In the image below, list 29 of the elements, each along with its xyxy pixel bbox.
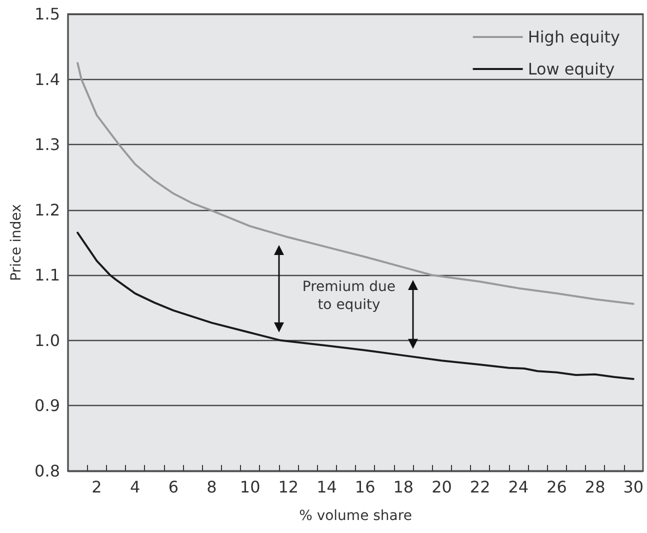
x-tick-label: 24 [508,478,529,496]
x-tick-label: 14 [316,478,337,496]
x-tick-label: 16 [354,478,376,496]
x-tick-label: 22 [470,478,490,496]
line-series [76,232,634,380]
y-tick-label: 1.4 [34,70,60,89]
x-tick-label: 12 [278,478,299,496]
y-tick-label: 1.3 [34,135,60,154]
y-tick-label: 1.2 [34,200,60,220]
legend-label: Low equity [528,60,615,78]
legend-label: High equity [528,28,620,46]
x-tick-label: 26 [546,478,567,496]
x-tick-label: 18 [393,478,414,496]
y-tick-label: 1.1 [34,266,60,285]
x-tick-label: 28 [584,478,606,496]
y-axis-title: Price index [8,204,25,281]
x-tick-label: 4 [130,478,140,496]
x-tick-label: 8 [206,478,217,496]
x-tick-label: 6 [168,478,179,496]
annotation: Premium due to equity [302,278,396,314]
y-tick-label: 1.0 [34,330,60,350]
y-tick-label: 1.5 [34,4,60,24]
x-tick-label: 30 [623,478,644,496]
y-tick-label: 0.8 [34,462,60,480]
y-tick-label: 0.9 [34,396,60,416]
x-axis-title: % volume share [299,508,412,524]
x-tick-label: 10 [240,478,260,496]
x-tick-label: 20 [432,478,452,496]
x-tick-label: 2 [92,478,102,496]
